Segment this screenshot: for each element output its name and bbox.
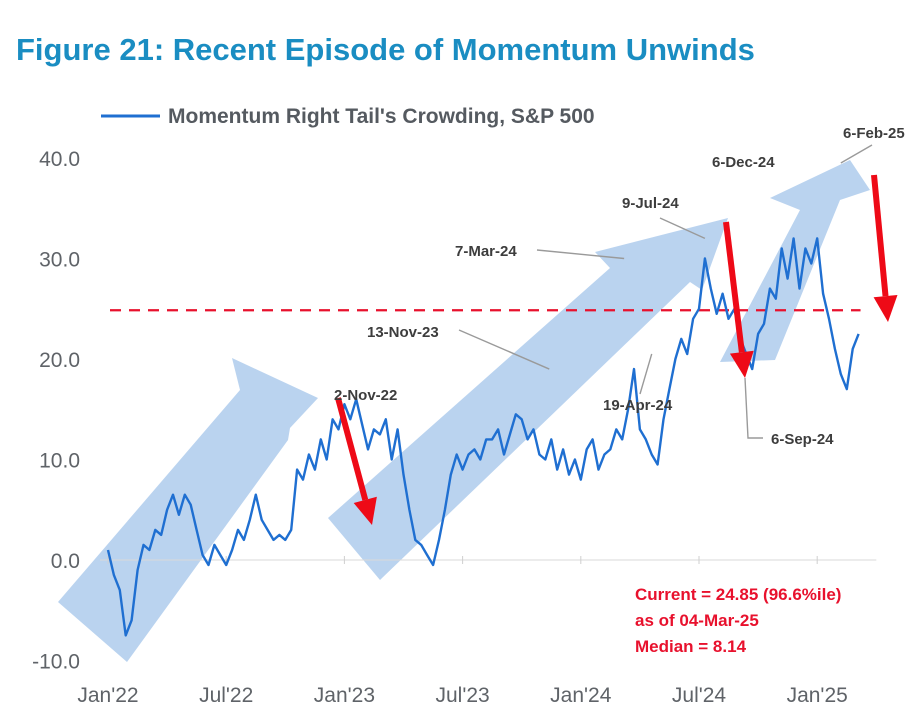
unwind-arrow-head [873, 294, 898, 322]
annotation-label: 19-Apr-24 [603, 397, 673, 414]
series-line-0 [106, 237, 860, 637]
stats-current: Current = 24.85 (96.6%ile) [635, 585, 841, 604]
annotation-label: 2-Nov-22 [334, 387, 397, 404]
x-tick-label: Jul'22 [199, 684, 253, 707]
annotation: 6-Sep-24 [744, 377, 834, 448]
x-tick-label: Jan'24 [550, 684, 612, 707]
y-tick-label: -10.0 [32, 651, 80, 674]
chart-title: Figure 21: Recent Episode of Momentum Un… [16, 32, 755, 67]
annotation-label: 13-Nov-23 [367, 324, 439, 341]
trend-arrow-2 [328, 218, 728, 580]
unwind-arrow-head [729, 350, 754, 378]
series-group [106, 237, 860, 637]
annotation-label: 6-Dec-24 [712, 154, 775, 171]
x-tick-label: Jul'24 [672, 684, 727, 707]
y-tick-label: 0.0 [51, 550, 80, 573]
x-tick-label: Jan'22 [77, 684, 138, 707]
unwind-arrow-shaft [871, 174, 889, 297]
annotation: 13-Nov-23 [367, 324, 550, 370]
annotation-label: 6-Sep-24 [771, 431, 834, 448]
annotation-leader [639, 353, 653, 395]
legend: Momentum Right Tail's Crowding, S&P 500 [101, 105, 595, 128]
trend-arrows [58, 160, 870, 662]
y-tick-label: 30.0 [39, 249, 80, 272]
stats-as-of: as of 04-Mar-25 [635, 611, 759, 630]
annotation: 7-Mar-24 [455, 243, 625, 260]
annotation-label: 9-Jul-24 [622, 195, 679, 212]
annotation-label: 6-Feb-25 [843, 125, 905, 142]
unwind-arrow-head [353, 496, 377, 525]
stats-box: Current = 24.85 (96.6%ile) as of 04-Mar-… [635, 585, 841, 656]
x-tick-label: Jan'23 [314, 684, 375, 707]
annotation: 6-Feb-25 [840, 125, 905, 164]
y-tick-label: 20.0 [39, 349, 80, 372]
unwind-arrow-2 [723, 221, 754, 378]
y-tick-label: 10.0 [39, 450, 80, 473]
trend-arrow-1 [58, 358, 318, 662]
unwind-arrow-3 [871, 174, 898, 322]
annotation: 6-Dec-24 [712, 154, 775, 171]
unwind-arrow-shaft [335, 397, 369, 501]
annotation-leader [536, 249, 625, 260]
annotation-leader [659, 217, 706, 240]
annotations: 2-Nov-22 13-Nov-23 7-Mar-24 19-Apr-24 9-Jul-… [334, 125, 905, 448]
annotation-leader [744, 377, 763, 439]
x-tick-label: Jul'23 [435, 684, 489, 707]
axes: 40.0 30.0 20.0 10.0 0.0 -10.0 Jan'22 Jul'22 Jan'… [32, 148, 877, 707]
legend-label: Momentum Right Tail's Crowding, S&P 500 [168, 105, 595, 128]
unwind-arrows [335, 174, 898, 525]
annotation: 9-Jul-24 [622, 195, 706, 240]
annotation-leader [840, 144, 873, 164]
unwind-arrow-1 [335, 397, 377, 525]
stats-median: Median = 8.14 [635, 637, 747, 656]
annotation-leader [458, 329, 550, 370]
x-tick-label: Jan'25 [787, 684, 848, 707]
trend-arrow-3 [720, 160, 870, 362]
y-tick-label: 40.0 [39, 148, 80, 171]
annotation: 2-Nov-22 [334, 387, 397, 404]
annotation-label: 7-Mar-24 [455, 243, 517, 260]
unwind-arrow-shaft [723, 221, 745, 353]
annotation: 19-Apr-24 [603, 353, 673, 414]
